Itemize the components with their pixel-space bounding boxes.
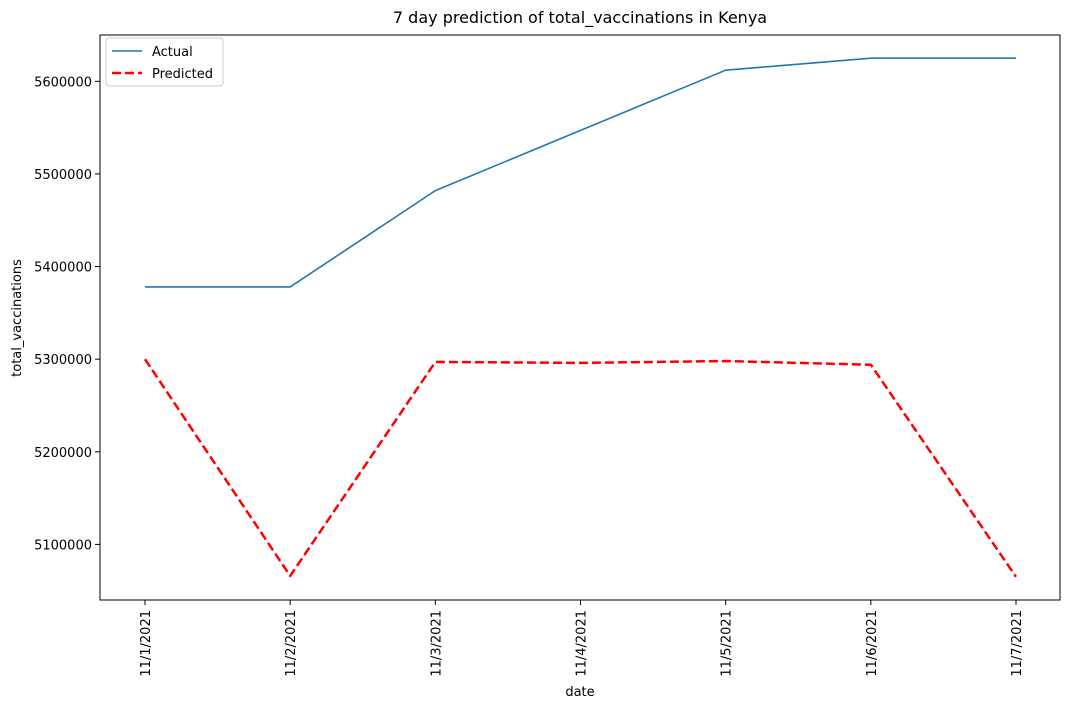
y-tick-label: 5100000 (34, 538, 92, 553)
legend-label-actual: Actual (152, 45, 193, 60)
y-tick-label: 5300000 (34, 353, 92, 368)
plot-frame (99, 34, 1061, 601)
y-axis-title: total_vaccinations (10, 259, 25, 377)
x-axis-title: date (565, 685, 594, 700)
y-tick-label: 5400000 (34, 261, 92, 276)
series-line-actual (145, 57, 1016, 288)
y-axis: 5100000 5200000 5300000 5400000 5500000 56000… (34, 75, 100, 553)
x-tick-label: 11/5/2021 (720, 610, 735, 677)
x-axis: 11/1/2021 11/2/2021 11/3/2021 11/4/2021 11/5… (139, 600, 1025, 677)
y-tick-label: 5500000 (34, 168, 92, 183)
x-tick-label: 11/2/2021 (284, 610, 299, 677)
legend: Actual Predicted (105, 37, 224, 87)
series-line-predicted (143, 358, 1018, 578)
x-tick-label: 11/4/2021 (575, 610, 590, 677)
x-tick-label: 11/1/2021 (139, 610, 154, 677)
x-tick-label: 11/6/2021 (865, 610, 880, 677)
x-tick-label: 11/3/2021 (429, 610, 444, 677)
legend-box (105, 37, 224, 87)
legend-label-predicted: Predicted (152, 67, 213, 82)
x-tick-label: 11/7/2021 (1010, 610, 1025, 677)
y-tick-label: 5600000 (34, 75, 92, 90)
series-layer (143, 57, 1018, 578)
chart-title: 7 day prediction of total_vaccinations i… (393, 8, 767, 28)
y-tick-label: 5200000 (34, 446, 92, 461)
